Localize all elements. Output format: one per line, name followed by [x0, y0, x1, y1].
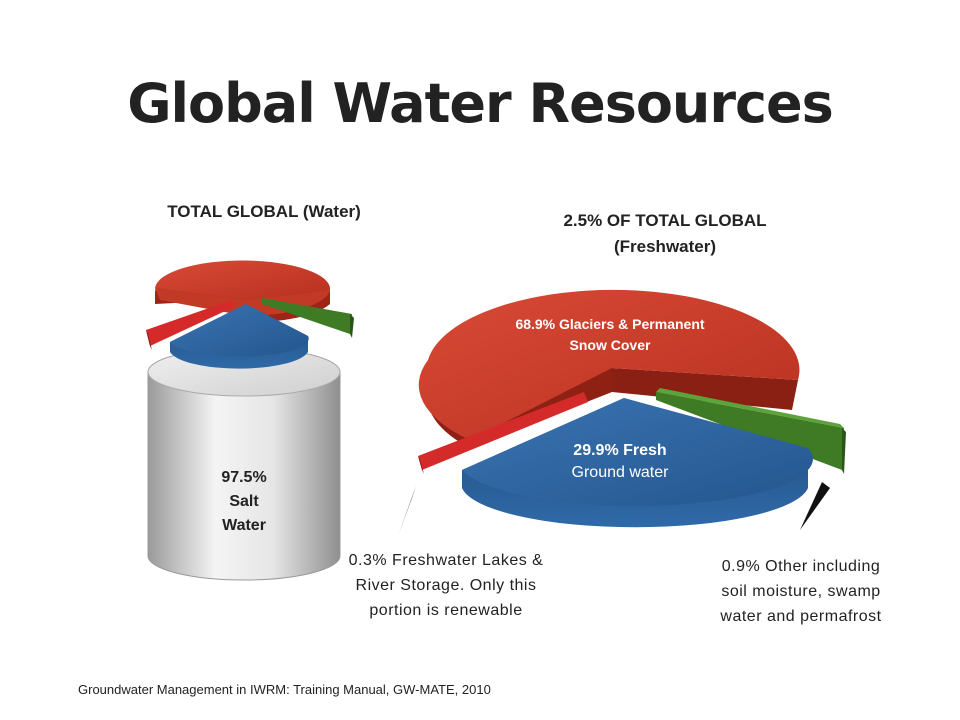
- groundwater-label-line1: 29.9% Fresh: [573, 442, 667, 459]
- freshwater-title-line2: (Freshwater): [613, 237, 717, 256]
- total-global-pie: [146, 260, 354, 581]
- glaciers-label-line1: 68.9% Glaciers & Permanent: [515, 316, 705, 332]
- other-note: 0.9% Other including soil moisture, swam…: [686, 554, 916, 629]
- freshwater-pie: [398, 289, 846, 536]
- lakes-note: 0.3% Freshwater Lakes & River Storage. O…: [316, 548, 576, 623]
- salt-water-label: 97.5% Salt Water: [174, 466, 314, 538]
- lakes-note-line2: River Storage. Only this: [355, 577, 537, 594]
- page-title: Global Water Resources: [127, 72, 834, 135]
- glaciers-slice: [418, 289, 800, 448]
- lakes-pointer: [398, 486, 416, 536]
- salt-water-label-line3: Water: [222, 517, 266, 534]
- total-global-title: TOTAL GLOBAL (Water): [167, 202, 361, 221]
- source-citation: Groundwater Management in IWRM: Training…: [78, 682, 491, 697]
- freshwater-title: 2.5% OF TOTAL GLOBAL (Freshwater): [500, 208, 830, 260]
- freshwater-mini-pie: [146, 260, 354, 369]
- groundwater-label: 29.9% Fresh Ground water: [540, 440, 700, 484]
- other-note-line2: soil moisture, swamp: [721, 583, 881, 600]
- groundwater-label-line2: Ground water: [571, 464, 669, 481]
- groundwater-slice: [462, 398, 813, 528]
- lakes-slice: [418, 392, 588, 474]
- other-pointer: [800, 482, 830, 530]
- salt-water-label-line1: 97.5%: [221, 469, 267, 486]
- freshwater-title-line1: 2.5% OF TOTAL GLOBAL: [563, 211, 767, 230]
- glaciers-label: 68.9% Glaciers & Permanent Snow Cover: [470, 314, 750, 356]
- lakes-note-line1: 0.3% Freshwater Lakes &: [348, 552, 544, 569]
- salt-water-label-line2: Salt: [229, 493, 259, 510]
- lakes-note-line3: portion is renewable: [369, 602, 523, 619]
- other-note-line3: water and permafrost: [720, 608, 882, 625]
- glaciers-label-line2: Snow Cover: [569, 337, 651, 353]
- other-note-line1: 0.9% Other including: [721, 558, 881, 575]
